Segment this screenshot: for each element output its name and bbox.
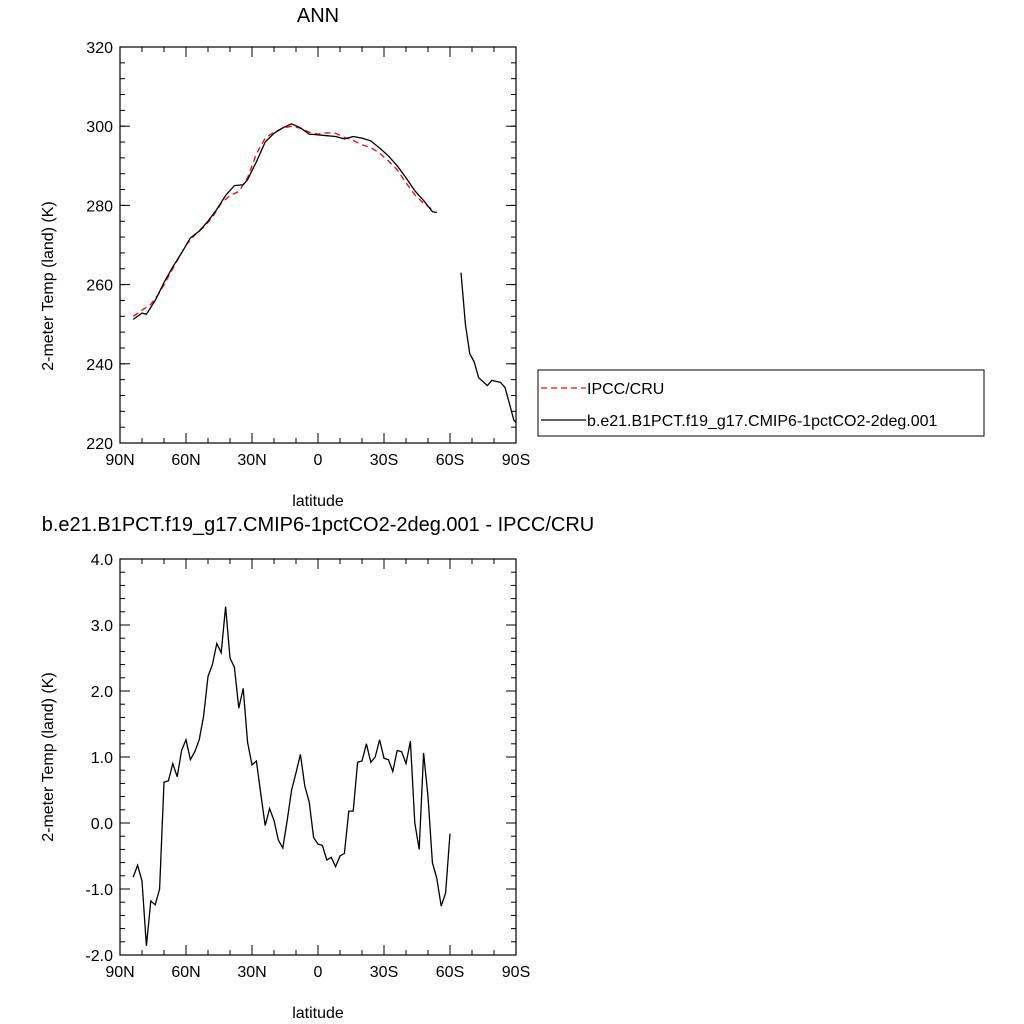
top-x-tick-label: 60S <box>436 452 464 469</box>
top-x-tick-label: 90S <box>502 452 530 469</box>
bottom-y-tick-label: 0.0 <box>91 816 113 833</box>
bottom-x-tick-label: 60S <box>436 964 464 981</box>
top-y-tick-label: 220 <box>86 436 113 453</box>
bottom-y-tick-label: 2.0 <box>91 684 113 701</box>
bottom-x-axis-label: latitude <box>292 1005 344 1022</box>
bottom-y-tick-label: 3.0 <box>91 618 113 635</box>
top-x-tick-label: 30N <box>237 452 266 469</box>
legend-label-model: b.e21.B1PCT.f19_g17.CMIP6-1pctCO2-2deg.0… <box>587 413 938 430</box>
bottom-panel: b.e21.B1PCT.f19_g17.CMIP6-1pctCO2-2deg.0… <box>40 514 594 1022</box>
bottom-x-tick-label: 30S <box>370 964 398 981</box>
top-x-tick-label: 30S <box>370 452 398 469</box>
top-axis-ticks: 90N 60N 30N 0 30S 60S 90S 220 240 260 280 300 320 <box>86 40 530 469</box>
top-y-tick-label: 280 <box>86 198 113 215</box>
top-y-tick-label: 240 <box>86 357 113 374</box>
top-x-tick-label: 60N <box>171 452 200 469</box>
bottom-x-tick-label: 60N <box>171 964 200 981</box>
bottom-x-tick-label: 0 <box>314 964 323 981</box>
bottom-series-0-line-0 <box>132 606 451 946</box>
top-x-axis-label: latitude <box>292 493 344 510</box>
bottom-x-tick-label: 90S <box>502 964 530 981</box>
top-series-lines <box>132 123 517 423</box>
top-plot-frame <box>119 46 517 444</box>
top-panel: ANN 2-meter Temp (land) (K) latitude 90N… <box>40 5 530 510</box>
bottom-x-tick-label: 90N <box>105 964 134 981</box>
top-series-1-line-1 <box>460 272 517 423</box>
bottom-y-tick-label: -2.0 <box>85 948 113 965</box>
bottom-axis-ticks: 90N 60N 30N 0 30S 60S 90S -2.0 -1.0 0.0 1.0 2.0 3.0 4… <box>85 552 530 981</box>
top-chart-title: ANN <box>297 5 339 27</box>
bottom-y-tick-label: -1.0 <box>85 882 113 899</box>
legend-box <box>537 369 985 437</box>
top-y-tick-label: 320 <box>86 40 113 57</box>
bottom-chart-title: b.e21.B1PCT.f19_g17.CMIP6-1pctCO2-2deg.0… <box>42 514 595 536</box>
bottom-y-tick-label: 1.0 <box>91 750 113 767</box>
top-y-tick-label: 260 <box>86 278 113 295</box>
legend-label-ipcc-cru: IPCC/CRU <box>587 381 664 398</box>
top-x-tick-label: 0 <box>314 452 323 469</box>
bottom-plot-frame <box>119 558 517 956</box>
top-x-tick-label: 90N <box>105 452 134 469</box>
top-y-tick-label: 300 <box>86 119 113 136</box>
bottom-y-axis-label: 2-meter Temp (land) (K) <box>40 672 57 842</box>
top-series-1-line-0 <box>132 123 437 320</box>
bottom-y-tick-label: 4.0 <box>91 552 113 569</box>
top-y-axis-label: 2-meter Temp (land) (K) <box>40 201 57 371</box>
bottom-x-tick-label: 30N <box>237 964 266 981</box>
legend: IPCC/CRU b.e21.B1PCT.f19_g17.CMIP6-1pctC… <box>537 369 985 437</box>
bottom-series-lines <box>132 606 451 946</box>
